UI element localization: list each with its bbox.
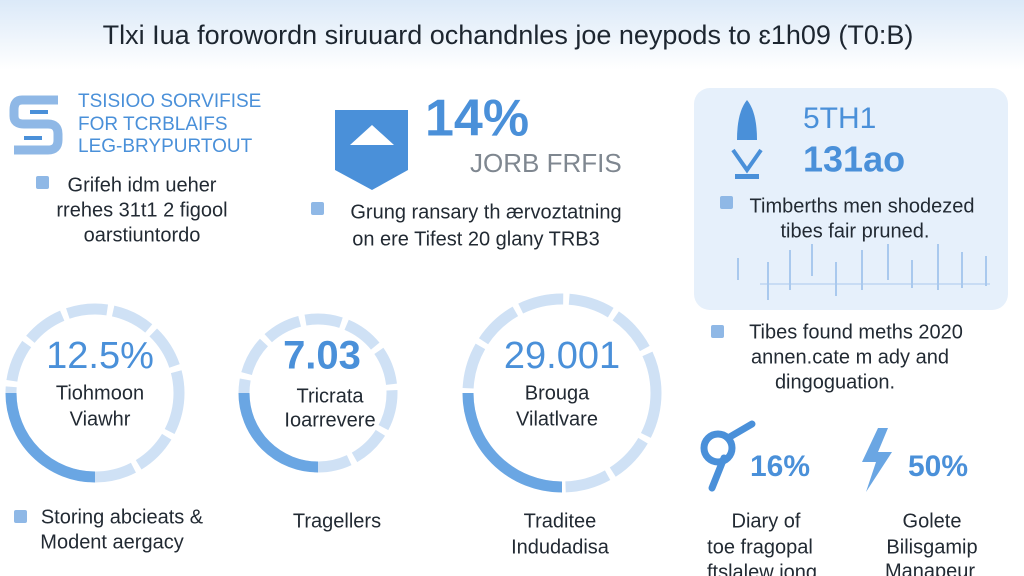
note-line: Tibes found meths 2020 — [749, 321, 963, 343]
caption-line: Bilisgamip — [886, 536, 977, 558]
title: Tlxi Iua forowordn siruuard ochandnles j… — [103, 20, 914, 50]
note-line: Grung ransary th ærvoztatning — [350, 201, 621, 223]
stat: 14% — [425, 90, 529, 148]
bullet — [36, 176, 49, 189]
caption-line: ftslalew iong — [707, 561, 817, 576]
ring — [462, 293, 662, 493]
ring-value: 7.03 — [283, 334, 361, 378]
ring-label: Viawhr — [70, 408, 131, 430]
caption-line: Traditee — [524, 510, 597, 532]
ring-label: Vilatlvare — [516, 408, 598, 430]
bullet — [14, 510, 27, 523]
ring — [5, 303, 185, 483]
title-band — [0, 0, 1024, 70]
caption-line: Diary of — [732, 510, 801, 532]
box-icon — [335, 110, 408, 190]
ring-label: Brouga — [525, 382, 590, 404]
bullet — [711, 325, 724, 338]
decor-lines — [737, 244, 990, 300]
key-icon — [700, 420, 756, 492]
ring-label: Tiohmoon — [56, 382, 144, 404]
note-line: Grifeh idm ueher — [68, 174, 217, 196]
note-line: rrehes 31t1 2 figool — [56, 199, 227, 221]
small-stat: 16% — [750, 450, 810, 483]
caption-line: toe fragopal — [707, 536, 813, 558]
note-line: on ere Tifest 20 glany TRB3 — [352, 228, 600, 250]
ring-value: 12.5% — [46, 335, 154, 377]
note-line: oarstiuntordo — [84, 224, 201, 246]
ring — [238, 313, 398, 473]
panel-stat: 131ao — [803, 139, 905, 180]
stat-label: JORB FRFIS — [470, 148, 622, 178]
caption-line: Golete — [903, 510, 962, 532]
ring-value: 29.001 — [504, 335, 620, 377]
panel — [694, 88, 1008, 310]
bullet — [720, 196, 733, 209]
caption-line: Indudadisa — [511, 536, 610, 558]
caption-line: Tragellers — [293, 510, 381, 532]
small-stat: 50% — [908, 450, 968, 483]
note-line: dingoguation. — [775, 371, 895, 393]
note-line: Timberths men shodezed — [750, 195, 975, 217]
bolt-icon — [862, 428, 892, 492]
caption-line: Manapeur — [885, 560, 975, 576]
heading-line: FOR TCRBLAIFS — [78, 114, 228, 135]
panel-label: 5TH1 — [803, 102, 876, 135]
heading-line: LEG-BRYPURTOUT — [78, 136, 253, 157]
caption-line: Modent aergacy — [40, 531, 183, 553]
heading-line: TSISIOO SORVIFISE — [78, 91, 261, 112]
bullet — [311, 202, 324, 215]
logo-icon — [9, 95, 63, 155]
rocket-icon — [731, 100, 763, 179]
note-line: annen.cate m ady and — [751, 346, 949, 368]
ring-label: Ioarrevere — [284, 409, 375, 431]
caption-line: Storing abcieats & — [41, 506, 204, 528]
ring-label: Tricrata — [296, 385, 364, 407]
note-line: tibes fair pruned. — [781, 220, 930, 242]
